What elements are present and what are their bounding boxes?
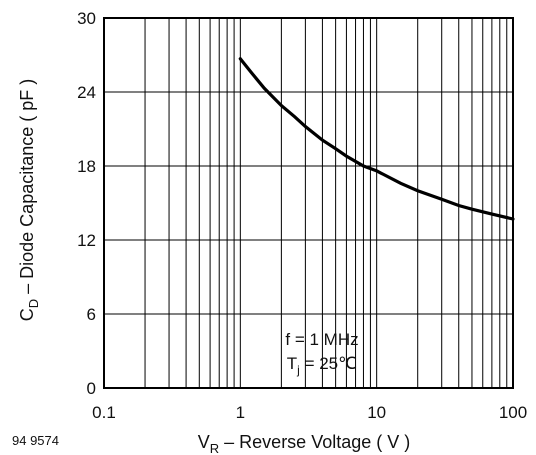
x-tick-label: 10: [367, 403, 386, 422]
y-tick-label: 12: [77, 231, 96, 250]
x-tick-label: 0.1: [92, 403, 116, 422]
temp-main: T: [287, 354, 297, 373]
y-axis-label: CD – Diode Capacitance ( pF ): [17, 79, 41, 322]
y-tick-label: 30: [77, 9, 96, 28]
x-axis-label: VR – Reverse Voltage ( V ): [198, 432, 411, 455]
ylabel-sub: D: [26, 299, 41, 308]
annotation-temperature: Tj = 25℃: [287, 354, 357, 377]
xlabel-rest: – Reverse Voltage ( V ): [219, 432, 410, 452]
y-tick-label: 24: [77, 83, 96, 102]
temp-sub: j: [296, 363, 300, 377]
ylabel-rest: – Diode Capacitance ( pF ): [17, 79, 37, 299]
ylabel-main: C: [17, 308, 37, 321]
capacitance-curve: [238, 57, 515, 221]
y-tick-label: 0: [87, 379, 96, 398]
y-tick-label: 6: [87, 305, 96, 324]
temp-rest: = 25℃: [300, 354, 357, 373]
figure-id: 94 9574: [12, 433, 59, 448]
y-tick-label: 18: [77, 157, 96, 176]
y-tick-labels: 0 6 12 18 24 30: [77, 9, 96, 398]
xlabel-main: V: [198, 432, 210, 452]
grid-lines: [104, 18, 513, 388]
x-tick-label: 1: [236, 403, 245, 422]
x-tick-labels: 0.1 1 10 100: [92, 403, 527, 422]
xlabel-sub: R: [210, 441, 219, 455]
annotation-frequency: f = 1 MHz: [285, 330, 358, 349]
plot-frame: [103, 17, 514, 389]
x-tick-label: 100: [499, 403, 527, 422]
